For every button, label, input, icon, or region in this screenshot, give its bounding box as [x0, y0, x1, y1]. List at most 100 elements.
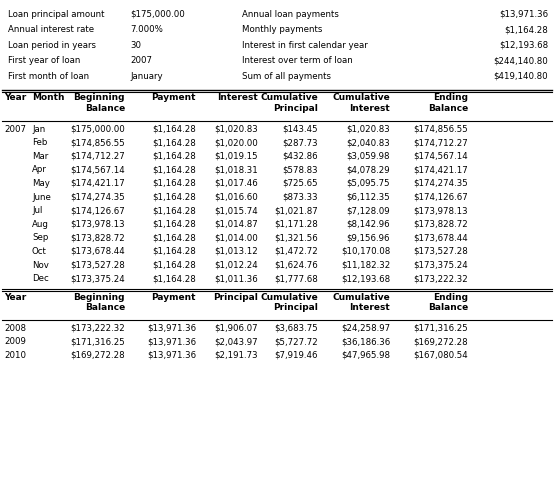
Text: $174,421.17: $174,421.17 — [413, 166, 468, 174]
Text: $5,727.72: $5,727.72 — [274, 337, 318, 346]
Text: Beginning
Balance: Beginning Balance — [74, 93, 125, 113]
Text: Interest over term of loan: Interest over term of loan — [242, 57, 353, 65]
Text: $174,274.35: $174,274.35 — [70, 193, 125, 201]
Text: $3,059.98: $3,059.98 — [346, 151, 390, 161]
Text: $173,375.24: $173,375.24 — [413, 260, 468, 270]
Text: $1,164.28: $1,164.28 — [152, 274, 196, 283]
Text: $174,126.67: $174,126.67 — [413, 193, 468, 201]
Text: $1,013.12: $1,013.12 — [214, 247, 258, 256]
Text: $169,272.28: $169,272.28 — [70, 351, 125, 360]
Text: Cumulative
Interest: Cumulative Interest — [332, 293, 390, 312]
Text: $173,978.13: $173,978.13 — [413, 206, 468, 215]
Text: Cumulative
Interest: Cumulative Interest — [332, 93, 390, 113]
Text: $174,274.35: $174,274.35 — [413, 179, 468, 188]
Text: $12,193.68: $12,193.68 — [499, 41, 548, 50]
Text: Annual loan payments: Annual loan payments — [242, 10, 339, 19]
Text: $173,678.44: $173,678.44 — [70, 247, 125, 256]
Text: Loan period in years: Loan period in years — [8, 41, 96, 50]
Text: $1,164.28: $1,164.28 — [152, 233, 196, 242]
Text: $5,095.75: $5,095.75 — [346, 179, 390, 188]
Text: $419,140.80: $419,140.80 — [494, 72, 548, 81]
Text: Year: Year — [4, 293, 26, 302]
Text: $1,021.87: $1,021.87 — [274, 206, 318, 215]
Text: $1,018.31: $1,018.31 — [214, 166, 258, 174]
Text: $173,678.44: $173,678.44 — [413, 233, 468, 242]
Text: $2,043.97: $2,043.97 — [214, 337, 258, 346]
Text: Cumulative
Principal: Cumulative Principal — [260, 93, 318, 113]
Text: $171,316.25: $171,316.25 — [70, 337, 125, 346]
Text: 2009: 2009 — [4, 337, 26, 346]
Text: $11,182.32: $11,182.32 — [341, 260, 390, 270]
Text: $13,971.36: $13,971.36 — [147, 351, 196, 360]
Text: $2,040.83: $2,040.83 — [346, 138, 390, 147]
Text: $12,193.68: $12,193.68 — [341, 274, 390, 283]
Text: 2007: 2007 — [4, 124, 26, 134]
Text: $174,567.14: $174,567.14 — [70, 166, 125, 174]
Text: June: June — [32, 193, 51, 201]
Text: Sum of all payments: Sum of all payments — [242, 72, 331, 81]
Text: Mar: Mar — [32, 151, 48, 161]
Text: $174,567.14: $174,567.14 — [413, 151, 468, 161]
Text: First month of loan: First month of loan — [8, 72, 89, 81]
Text: $725.65: $725.65 — [283, 179, 318, 188]
Text: $1,472.72: $1,472.72 — [274, 247, 318, 256]
Text: $173,222.32: $173,222.32 — [413, 274, 468, 283]
Text: $173,375.24: $173,375.24 — [70, 274, 125, 283]
Text: Nov: Nov — [32, 260, 49, 270]
Text: $174,712.27: $174,712.27 — [70, 151, 125, 161]
Text: Month: Month — [32, 93, 64, 103]
Text: Beginning
Balance: Beginning Balance — [74, 293, 125, 312]
Text: $1,011.36: $1,011.36 — [214, 274, 258, 283]
Text: $1,164.28: $1,164.28 — [504, 26, 548, 34]
Text: $173,527.28: $173,527.28 — [413, 247, 468, 256]
Text: $1,321.56: $1,321.56 — [274, 233, 318, 242]
Text: $1,016.60: $1,016.60 — [214, 193, 258, 201]
Text: Interest in first calendar year: Interest in first calendar year — [242, 41, 368, 50]
Text: $1,164.28: $1,164.28 — [152, 220, 196, 229]
Text: Year: Year — [4, 93, 26, 103]
Text: $1,164.28: $1,164.28 — [152, 166, 196, 174]
Text: $1,014.00: $1,014.00 — [214, 233, 258, 242]
Text: 30: 30 — [130, 41, 141, 50]
Text: $578.83: $578.83 — [283, 166, 318, 174]
Text: $173,978.13: $173,978.13 — [70, 220, 125, 229]
Text: Oct: Oct — [32, 247, 47, 256]
Text: Sep: Sep — [32, 233, 48, 242]
Text: 2010: 2010 — [4, 351, 26, 360]
Text: $432.86: $432.86 — [283, 151, 318, 161]
Text: Monthly payments: Monthly payments — [242, 26, 322, 34]
Text: $7,919.46: $7,919.46 — [274, 351, 318, 360]
Text: $1,164.28: $1,164.28 — [152, 138, 196, 147]
Text: $7,128.09: $7,128.09 — [346, 206, 390, 215]
Text: $10,170.08: $10,170.08 — [341, 247, 390, 256]
Text: $167,080.54: $167,080.54 — [413, 351, 468, 360]
Text: $173,828.72: $173,828.72 — [413, 220, 468, 229]
Text: May: May — [32, 179, 50, 188]
Text: Dec: Dec — [32, 274, 49, 283]
Text: $13,971.36: $13,971.36 — [147, 324, 196, 333]
Text: $173,527.28: $173,527.28 — [70, 260, 125, 270]
Text: Feb: Feb — [32, 138, 48, 147]
Text: $1,019.15: $1,019.15 — [214, 151, 258, 161]
Text: $1,164.28: $1,164.28 — [152, 247, 196, 256]
Text: Jul: Jul — [32, 206, 42, 215]
Text: $287.73: $287.73 — [283, 138, 318, 147]
Text: $1,015.74: $1,015.74 — [214, 206, 258, 215]
Text: Interest: Interest — [217, 93, 258, 103]
Text: $174,126.67: $174,126.67 — [70, 206, 125, 215]
Text: Apr: Apr — [32, 166, 47, 174]
Text: $1,777.68: $1,777.68 — [274, 274, 318, 283]
Text: $1,020.83: $1,020.83 — [214, 124, 258, 134]
Text: $1,164.28: $1,164.28 — [152, 179, 196, 188]
Text: $1,164.28: $1,164.28 — [152, 151, 196, 161]
Text: Aug: Aug — [32, 220, 49, 229]
Text: Payment: Payment — [151, 93, 196, 103]
Text: First year of loan: First year of loan — [8, 57, 80, 65]
Text: $169,272.28: $169,272.28 — [413, 337, 468, 346]
Text: $174,712.27: $174,712.27 — [413, 138, 468, 147]
Text: $174,421.17: $174,421.17 — [70, 179, 125, 188]
Text: $13,971.36: $13,971.36 — [147, 337, 196, 346]
Text: $1,012.24: $1,012.24 — [214, 260, 258, 270]
Text: $1,171.28: $1,171.28 — [274, 220, 318, 229]
Text: $1,164.28: $1,164.28 — [152, 124, 196, 134]
